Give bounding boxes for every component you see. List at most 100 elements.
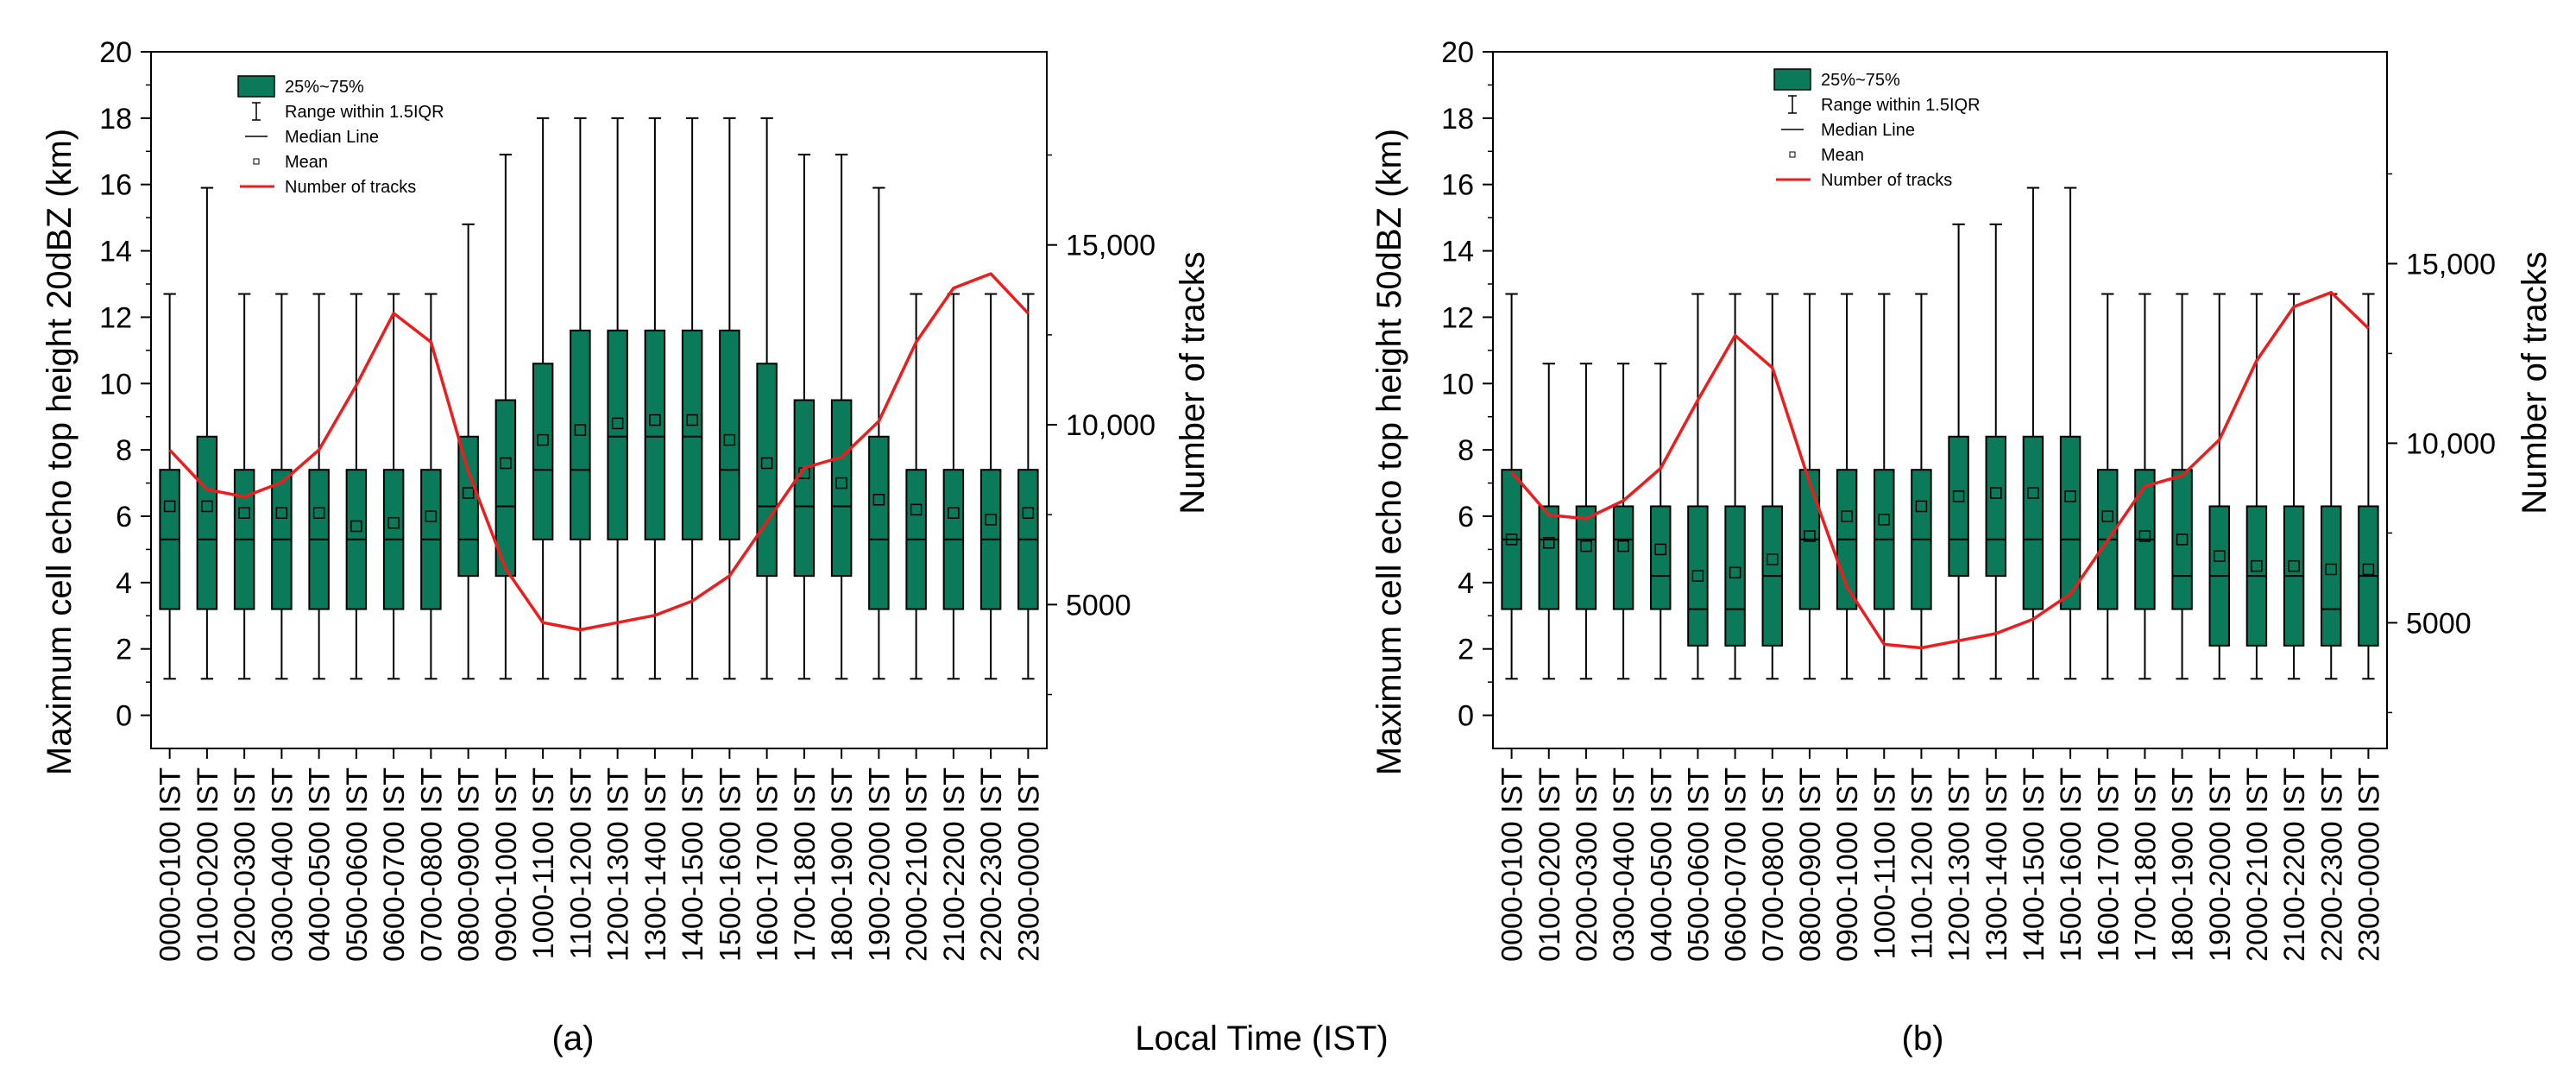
mean-marker [163, 500, 176, 513]
plot-frame [150, 51, 1048, 749]
mean-marker [1878, 514, 1890, 526]
y2-tick-label: 10,000 [1066, 409, 1156, 442]
x-tick-label: 0400-0500 IST [1645, 767, 1678, 962]
legend-line-label: Number of tracks [285, 178, 416, 197]
x-tick-label: 1700-1800 IST [2129, 767, 2162, 962]
iqr-box [756, 363, 778, 578]
mean-marker [500, 457, 512, 470]
mean-marker [425, 510, 438, 522]
iqr-box [1575, 505, 1597, 610]
x-tick-label: 0200-0300 IST [1571, 767, 1603, 962]
y-tick-label: 20 [99, 36, 132, 69]
x-axis-label: Local Time (IST) [1135, 1020, 1388, 1058]
y-tick-label: 2 [116, 634, 132, 666]
y-tick-label: 6 [1458, 501, 1474, 534]
y-tick-label: 16 [1441, 169, 1474, 202]
tracks-line [1510, 290, 2370, 650]
y-tick-label: 18 [99, 103, 132, 136]
x-tick-label: 1200-1300 IST [1943, 767, 1976, 962]
y-tick-label: 8 [1458, 434, 1474, 467]
x-tick-label: 1400-1500 IST [677, 767, 709, 962]
y-tick-label: 0 [116, 700, 132, 733]
mean-marker [238, 507, 250, 519]
mean-marker [2251, 559, 2263, 572]
mean-marker [1580, 540, 1592, 552]
mean-marker [872, 494, 885, 506]
x-tick-label: 1600-1700 IST [752, 767, 784, 962]
x-tick-label: 2300-0000 IST [1012, 767, 1045, 962]
mean-marker [985, 514, 997, 526]
x-tick-label: 2200-2300 IST [2315, 767, 2348, 962]
mean-marker [350, 520, 362, 533]
mean-marker [462, 487, 475, 499]
y-tick-label: 14 [99, 236, 132, 268]
mean-marker [2138, 530, 2151, 542]
iqr-box [607, 329, 628, 540]
x-tick-label: 2300-0000 IST [2352, 767, 2385, 962]
legend-mean-swatch [1789, 151, 1796, 158]
x-tick-label: 1600-1700 IST [2092, 767, 2125, 962]
x-tick-label: 0600-0700 IST [378, 767, 411, 962]
iqr-box [1612, 505, 1634, 610]
x-tick-label: 0800-0900 IST [453, 767, 486, 962]
y-tick-label: 6 [116, 501, 132, 534]
panel-caption: (b) [1902, 1020, 1944, 1058]
mean-marker [835, 477, 847, 489]
x-tick-label: 0300-0400 IST [1608, 767, 1641, 962]
x-tick-label: 1900-2000 IST [2204, 767, 2237, 962]
y-tick-label: 10 [1441, 368, 1474, 401]
mean-marker [1022, 507, 1035, 519]
y2-axis-label: Number of tracks [2516, 251, 2554, 515]
panel-b: 0 2 4 6 8 10 12 14 16 18 20 5000 10,000 15,000 Maximum… [1370, 36, 2554, 1058]
legend-median-label: Median Line [1821, 121, 1915, 140]
iqr-box [494, 399, 517, 578]
legend-box-label: 25%~75% [285, 78, 364, 97]
mean-marker [2214, 550, 2226, 562]
x-tick-label: 2000-2100 IST [901, 767, 934, 962]
mean-marker [2027, 487, 2039, 499]
y-tick-label: 16 [99, 169, 132, 202]
mean-marker [2288, 559, 2300, 572]
iqr-box [196, 435, 218, 610]
x-tick-label: 0000-0100 IST [1496, 767, 1529, 962]
mean-marker [275, 507, 288, 519]
x-tick-label: 1200-1300 IST [602, 767, 635, 962]
y2-tick-label: 5000 [2406, 607, 2472, 640]
x-tick-label: 2000-2100 IST [2241, 767, 2274, 962]
y-tick-label: 4 [1458, 567, 1474, 600]
mean-marker [312, 507, 325, 519]
x-tick-label: 1800-1900 IST [2167, 767, 2200, 962]
x-tick-label: 0500-0600 IST [1682, 767, 1715, 962]
x-tick-label: 0500-0600 IST [341, 767, 374, 962]
mean-marker [2101, 510, 2113, 522]
mean-marker [1691, 570, 1704, 582]
legend-median-label: Median Line [285, 128, 379, 147]
iqr-box [1538, 505, 1559, 610]
x-tick-label: 1100-1200 IST [1905, 767, 1938, 959]
y-tick-label: 18 [1441, 103, 1474, 136]
y-axis-label: Maximum cell echo top height 20dBZ (km) [41, 129, 79, 775]
mean-marker [1729, 566, 1741, 579]
iqr-box [1985, 435, 2006, 578]
legend-box-swatch [1773, 68, 1811, 91]
mean-marker [686, 414, 698, 426]
x-tick-label: 1700-1800 IST [789, 767, 822, 962]
legend-range-label: Range within 1.5IQR [285, 103, 444, 122]
x-tick-label: 0400-0500 IST [304, 767, 337, 962]
y2-tick-label: 5000 [1066, 589, 1131, 622]
mean-marker [611, 417, 624, 430]
x-tick-label: 1500-1600 IST [2055, 767, 2088, 962]
x-tick-label: 1000-1100 IST [1868, 767, 1901, 959]
y-tick-label: 14 [1441, 236, 1474, 268]
mean-marker [1841, 510, 1853, 522]
legend: 25%~75% Range within 1.5IQR Median Line Mea… [1773, 68, 1981, 190]
iqr-box [868, 435, 890, 610]
iqr-box [1687, 505, 1709, 647]
iqr-box [1948, 435, 1969, 578]
tracks-line [168, 272, 1030, 632]
mean-marker [387, 516, 400, 529]
iqr-box [457, 435, 479, 578]
mean-marker [910, 503, 923, 516]
iqr-box [1724, 505, 1746, 647]
